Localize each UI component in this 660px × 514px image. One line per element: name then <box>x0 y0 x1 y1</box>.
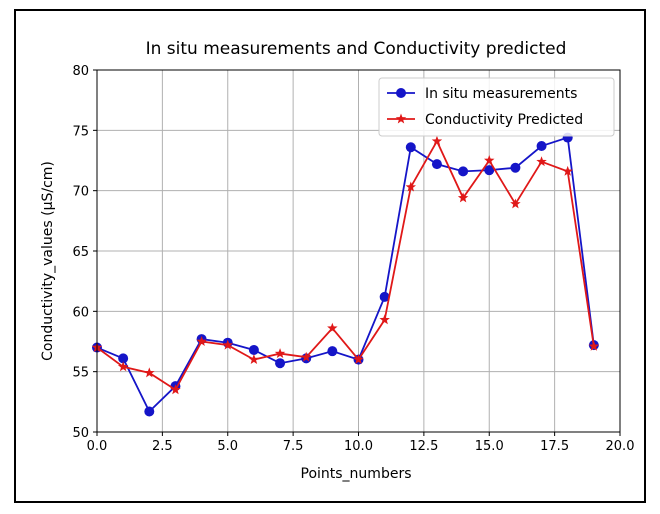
data-point <box>510 162 521 173</box>
legend-entry: Conductivity Predicted <box>387 112 583 128</box>
legend-entry: In situ measurements <box>387 86 577 102</box>
y-tick-label: 70 <box>72 185 89 200</box>
data-point <box>379 314 390 325</box>
x-tick-label: 2.5 <box>152 439 173 454</box>
data-point <box>275 358 286 369</box>
data-point <box>484 165 495 176</box>
legend-box <box>378 77 615 137</box>
y-axis-label: Conductivity_values (µS/cm) <box>40 161 56 361</box>
x-tick-label: 12.5 <box>409 439 438 454</box>
series-line <box>96 139 595 392</box>
data-point <box>353 354 364 365</box>
y-axis: 50 55 60 65 70 75 80 <box>72 64 97 441</box>
data-point <box>379 291 390 302</box>
data-point <box>118 353 129 364</box>
data-point <box>274 348 286 359</box>
data-point <box>248 354 260 365</box>
x-tick-label: 5.0 <box>217 439 238 454</box>
legend: In situ measurements Conductivity Predict… <box>378 77 615 137</box>
legend-marker <box>396 88 406 98</box>
y-tick-label: 60 <box>72 305 89 320</box>
data-point <box>431 135 443 146</box>
series-2 <box>91 135 600 395</box>
data-point <box>405 142 416 153</box>
data-point <box>536 156 547 167</box>
x-tick-label: 7.5 <box>283 439 304 454</box>
x-tick-label: 15.0 <box>475 439 504 454</box>
x-tick-label: 10.0 <box>344 439 373 454</box>
data-point <box>144 367 155 378</box>
x-tick-label: 20.0 <box>606 439 635 454</box>
series-layer <box>91 132 600 417</box>
legend-label: In situ measurements <box>425 86 577 102</box>
x-axis: 0.0 2.5 5.0 7.5 10.0 12.5 15.0 17.5 20.0 <box>87 432 635 454</box>
x-tick-label: 0.0 <box>87 439 108 454</box>
y-tick-label: 80 <box>72 64 89 79</box>
y-tick-label: 75 <box>72 124 89 139</box>
y-tick-label: 55 <box>72 366 89 381</box>
x-axis-label: Points_numbers <box>301 466 412 482</box>
series-1 <box>92 132 599 417</box>
legend-label: Conductivity Predicted <box>425 112 583 128</box>
data-point <box>327 322 338 333</box>
figure-frame: In situ measurements and Conductivity pr… <box>14 9 646 503</box>
data-point <box>405 181 417 192</box>
data-point <box>484 155 495 165</box>
x-tick-label: 17.5 <box>540 439 569 454</box>
data-point <box>300 351 312 362</box>
data-point <box>170 384 181 395</box>
data-point <box>457 192 469 203</box>
data-point <box>458 166 469 177</box>
chart-title: In situ measurements and Conductivity pr… <box>146 39 567 59</box>
y-tick-label: 50 <box>72 426 89 441</box>
data-point <box>196 336 207 346</box>
data-point <box>144 406 155 417</box>
data-point <box>327 346 338 357</box>
data-point <box>510 198 521 209</box>
data-point <box>117 361 129 372</box>
data-point <box>431 159 442 170</box>
series-line <box>96 136 595 413</box>
data-point <box>536 141 547 152</box>
data-point <box>562 165 573 176</box>
chart: In situ measurements and Conductivity pr… <box>40 39 635 482</box>
data-point <box>248 344 259 355</box>
data-point <box>588 340 600 351</box>
legend-marker <box>395 113 407 124</box>
data-point <box>222 339 233 350</box>
y-tick-label: 65 <box>72 245 89 260</box>
